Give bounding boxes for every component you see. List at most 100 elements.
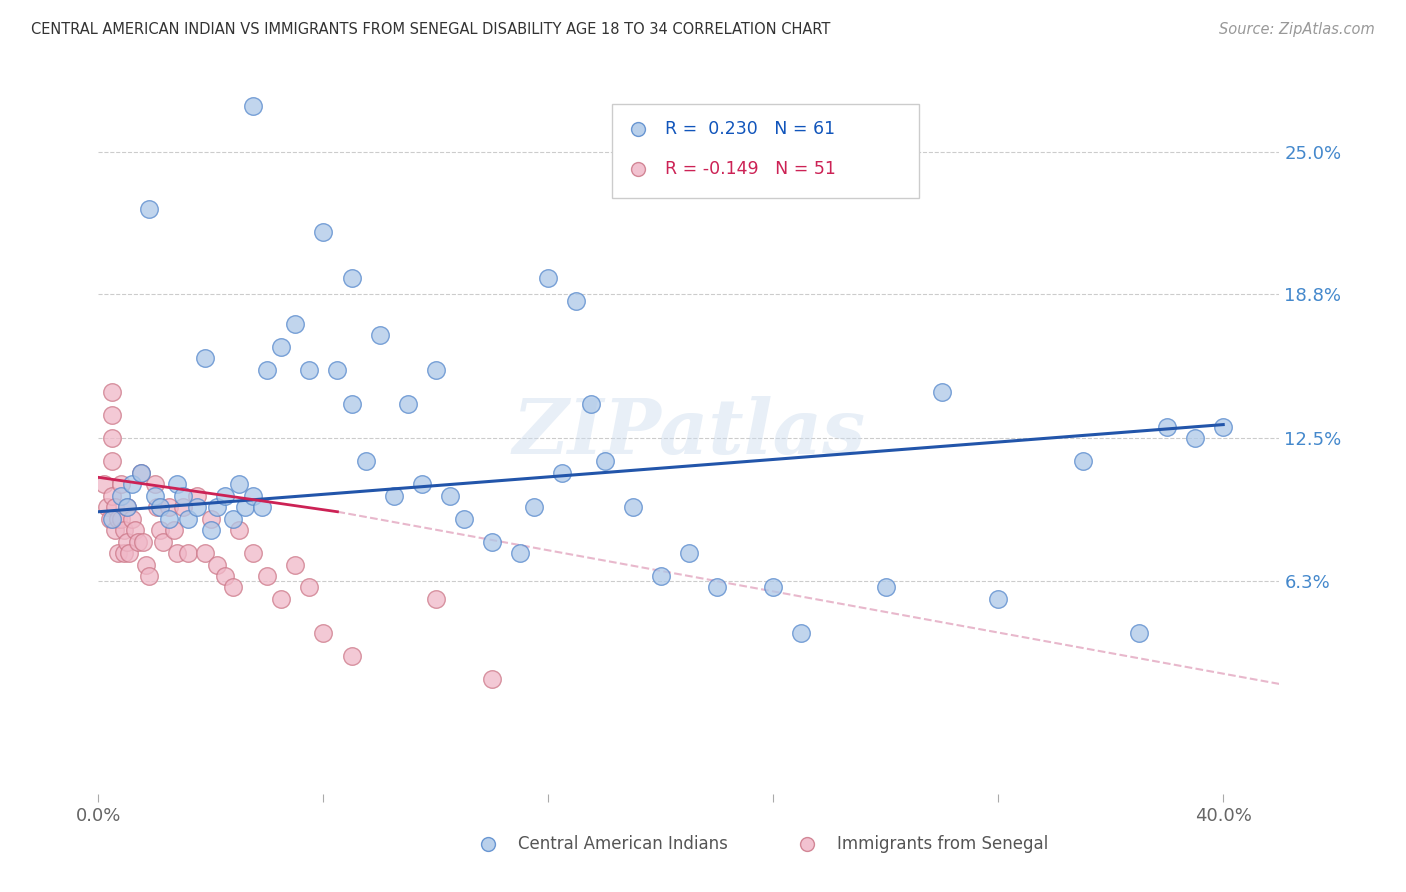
- Point: [194, 546, 217, 560]
- Point: [101, 511, 124, 525]
- Point: [270, 591, 292, 606]
- Point: [101, 385, 124, 400]
- Point: [233, 500, 256, 515]
- Point: [115, 534, 138, 549]
- Text: Central American Indians: Central American Indians: [517, 836, 727, 854]
- Point: [762, 581, 785, 595]
- Point: [1015, 879, 1038, 892]
- Point: [537, 270, 560, 285]
- Point: [107, 511, 129, 525]
- Point: [411, 477, 433, 491]
- Point: [98, 511, 121, 525]
- Point: [298, 362, 321, 376]
- Point: [214, 569, 236, 583]
- Point: [166, 546, 188, 560]
- Point: [382, 489, 405, 503]
- Point: [146, 500, 169, 515]
- Point: [242, 546, 264, 560]
- Point: [96, 500, 118, 515]
- Point: [205, 558, 228, 572]
- Point: [121, 477, 143, 491]
- Point: [1184, 431, 1206, 445]
- Point: [312, 626, 335, 640]
- FancyBboxPatch shape: [612, 103, 920, 198]
- Point: [425, 591, 447, 606]
- Point: [157, 511, 180, 525]
- Point: [790, 626, 813, 640]
- Point: [678, 546, 700, 560]
- Point: [101, 454, 124, 468]
- Point: [118, 546, 141, 560]
- Point: [129, 466, 152, 480]
- Point: [523, 500, 546, 515]
- Point: [354, 454, 377, 468]
- Point: [112, 546, 135, 560]
- Point: [1212, 420, 1234, 434]
- Point: [579, 397, 602, 411]
- Point: [115, 500, 138, 515]
- Point: [186, 489, 208, 503]
- Point: [228, 523, 250, 537]
- Point: [101, 489, 124, 503]
- Point: [101, 409, 124, 423]
- Point: [621, 500, 644, 515]
- Point: [481, 672, 503, 686]
- Point: [186, 500, 208, 515]
- Point: [931, 385, 953, 400]
- Point: [1071, 454, 1094, 468]
- Point: [987, 591, 1010, 606]
- Point: [124, 523, 146, 537]
- Point: [340, 397, 363, 411]
- Point: [222, 581, 245, 595]
- Point: [93, 477, 115, 491]
- Point: [214, 489, 236, 503]
- Point: [453, 511, 475, 525]
- Point: [875, 581, 897, 595]
- Point: [228, 477, 250, 491]
- Point: [270, 340, 292, 354]
- Point: [166, 477, 188, 491]
- Point: [132, 534, 155, 549]
- Text: R = -0.149   N = 51: R = -0.149 N = 51: [665, 160, 837, 178]
- Point: [565, 293, 588, 308]
- Point: [163, 523, 186, 537]
- Point: [107, 546, 129, 560]
- Point: [110, 511, 132, 525]
- Point: [242, 99, 264, 113]
- Text: Immigrants from Senegal: Immigrants from Senegal: [837, 836, 1047, 854]
- Point: [152, 534, 174, 549]
- Point: [1128, 626, 1150, 640]
- Point: [298, 581, 321, 595]
- Point: [194, 351, 217, 365]
- Point: [135, 558, 157, 572]
- Point: [200, 523, 222, 537]
- Point: [551, 466, 574, 480]
- Point: [177, 546, 200, 560]
- Point: [368, 328, 391, 343]
- Point: [222, 511, 245, 525]
- Point: [121, 511, 143, 525]
- Point: [340, 270, 363, 285]
- Point: [112, 523, 135, 537]
- Point: [157, 500, 180, 515]
- Point: [172, 489, 194, 503]
- Point: [149, 500, 172, 515]
- Text: ZIPatlas: ZIPatlas: [512, 396, 866, 469]
- Text: Source: ZipAtlas.com: Source: ZipAtlas.com: [1219, 22, 1375, 37]
- Point: [284, 558, 307, 572]
- Point: [149, 523, 172, 537]
- Text: R =  0.230   N = 61: R = 0.230 N = 61: [665, 120, 835, 138]
- Point: [138, 569, 160, 583]
- Point: [250, 500, 273, 515]
- Point: [200, 511, 222, 525]
- Point: [143, 477, 166, 491]
- Point: [706, 581, 728, 595]
- Point: [256, 569, 278, 583]
- Point: [509, 546, 531, 560]
- Point: [172, 500, 194, 515]
- Point: [115, 500, 138, 515]
- Point: [481, 534, 503, 549]
- Point: [593, 454, 616, 468]
- Point: [177, 511, 200, 525]
- Point: [101, 431, 124, 445]
